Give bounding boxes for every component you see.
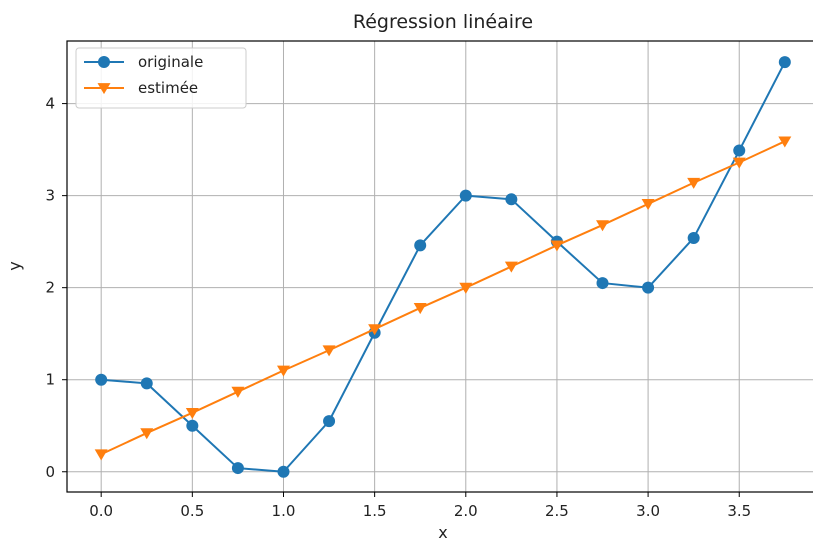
data-point — [687, 177, 701, 189]
data-point — [459, 282, 473, 294]
data-point — [733, 144, 746, 157]
series-line — [100, 140, 786, 456]
data-point — [277, 465, 290, 478]
data-point — [185, 407, 199, 420]
y-tick-label: 4 — [45, 95, 55, 113]
x-tick-label: 2.0 — [454, 502, 478, 520]
legend-item: originale — [84, 53, 203, 71]
y-tick-label: 2 — [45, 279, 55, 297]
data-point — [778, 56, 791, 69]
x-tick-label: 3.0 — [636, 502, 660, 520]
data-point — [596, 220, 610, 232]
data-point — [642, 281, 655, 294]
legend-marker — [98, 56, 110, 68]
data-point — [504, 261, 518, 273]
data-point — [231, 462, 244, 475]
data-point — [459, 189, 472, 202]
series-line — [101, 61, 786, 473]
x-tick-label: 1.5 — [363, 502, 387, 520]
data-point — [414, 239, 427, 252]
data-point — [323, 415, 336, 428]
x-tick-label: 0.5 — [180, 502, 204, 520]
grid — [67, 41, 813, 492]
y-axis: 0 1 2 3 4 — [45, 95, 67, 481]
x-tick-label: 0.0 — [89, 502, 113, 520]
data-point — [778, 136, 792, 148]
legend-item: estimée — [84, 79, 198, 97]
y-axis-label: y — [5, 261, 24, 270]
data-point — [596, 277, 609, 290]
data-point — [186, 419, 199, 432]
y-tick-label: 1 — [45, 371, 55, 389]
data-point — [550, 240, 564, 252]
data-point — [732, 157, 746, 169]
data-point — [322, 345, 336, 357]
data-point — [231, 386, 245, 398]
data-point — [505, 193, 518, 206]
x-axis-label: x — [438, 523, 447, 542]
data-point — [140, 377, 153, 390]
plot-frame — [66, 40, 813, 493]
legend-label: estimée — [138, 79, 198, 97]
data-point — [95, 373, 108, 386]
data-point — [140, 428, 154, 440]
x-tick-label: 3.5 — [727, 502, 751, 520]
series-layer — [94, 56, 792, 478]
data-point — [94, 449, 108, 461]
data-point — [368, 324, 382, 336]
data-point — [413, 303, 427, 315]
y-tick-label: 3 — [45, 187, 55, 205]
data-point — [641, 199, 655, 211]
legend: originale estimée — [75, 47, 247, 109]
x-axis: 0.0 0.5 1.0 1.5 2.0 2.5 3.0 3.5 — [89, 492, 751, 520]
y-tick-label: 0 — [45, 463, 55, 481]
series-0 — [95, 56, 791, 478]
legend-marker — [97, 83, 111, 95]
series-1 — [94, 136, 792, 461]
data-point — [276, 365, 290, 377]
x-tick-label: 2.5 — [545, 502, 569, 520]
legend-label: originale — [138, 53, 203, 71]
chart-title: Régression linéaire — [353, 11, 533, 33]
data-point — [687, 231, 700, 244]
x-tick-label: 1.0 — [272, 502, 296, 520]
